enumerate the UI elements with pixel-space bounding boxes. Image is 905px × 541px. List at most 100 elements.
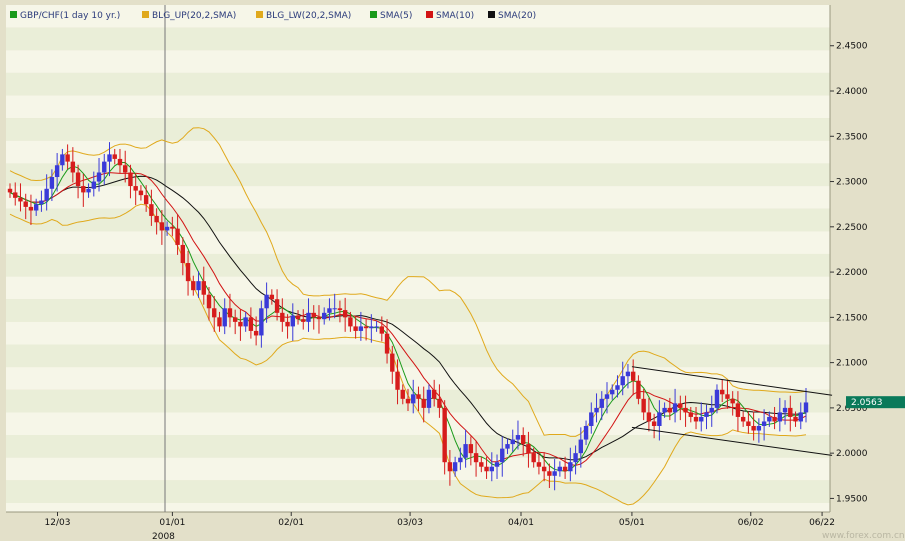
candle — [285, 314, 290, 339]
watermark: www.forex.com.cn — [822, 531, 905, 541]
legend-label: GBP/CHF(1 day 10 yr.) — [20, 11, 120, 21]
candle — [620, 361, 625, 396]
candle-body — [253, 330, 259, 336]
legend-swatch — [142, 11, 149, 18]
candle-body — [60, 154, 65, 166]
candle — [746, 411, 751, 434]
candle — [143, 185, 149, 212]
candle — [306, 298, 311, 332]
candle-body — [70, 161, 76, 173]
background-band — [6, 502, 830, 512]
candle-body — [259, 308, 264, 336]
background-band — [6, 457, 830, 481]
candle-body — [269, 294, 275, 300]
candle-body — [557, 466, 563, 472]
candle — [594, 393, 599, 423]
candle — [149, 189, 154, 226]
candle — [311, 305, 316, 330]
candle — [604, 382, 610, 414]
x-tick-label: 03/03 — [397, 518, 423, 528]
candle-body — [353, 326, 358, 331]
candle-body — [782, 407, 788, 413]
y-tick-label: 2.1000 — [836, 359, 868, 369]
candle-body — [316, 317, 322, 320]
candle — [86, 183, 91, 198]
x-tick-label: 04/01 — [508, 518, 534, 528]
candle — [70, 147, 76, 183]
candle-body — [75, 172, 81, 187]
candle-body — [39, 200, 44, 205]
candle — [191, 275, 196, 296]
candle — [295, 310, 301, 325]
candle-body — [175, 228, 180, 245]
candle — [395, 359, 400, 405]
candle — [264, 282, 269, 323]
candle-body — [301, 319, 306, 322]
candle-body — [243, 317, 248, 327]
candle — [740, 411, 746, 427]
candle — [327, 298, 332, 321]
candle-body — [657, 412, 662, 426]
candle-body — [91, 181, 96, 189]
candle-body — [248, 317, 254, 331]
candle — [217, 311, 222, 332]
candle-body — [604, 394, 610, 399]
background-band — [6, 276, 830, 300]
candle — [206, 287, 212, 321]
candle — [730, 391, 735, 416]
candle-body — [264, 294, 269, 309]
candle-body — [720, 389, 725, 395]
candle-body — [337, 308, 343, 311]
y-tick-label: 2.0000 — [836, 449, 868, 459]
candle — [400, 384, 405, 405]
candle-body — [699, 416, 704, 422]
legend-item: SMA(5) — [370, 11, 412, 21]
legend-label: BLG_LW(20,2,SMA) — [266, 11, 351, 21]
candle-body — [521, 435, 526, 445]
candle-body — [28, 206, 34, 211]
candle — [657, 400, 662, 441]
candle-body — [793, 416, 798, 422]
candle — [7, 183, 13, 198]
candle — [568, 447, 573, 482]
candle — [610, 384, 615, 400]
candle — [411, 379, 416, 414]
candle-body — [191, 281, 196, 291]
sma5-line — [9, 162, 807, 472]
candle — [322, 307, 327, 325]
candle-body — [369, 326, 374, 329]
candle — [714, 384, 720, 414]
candle — [159, 210, 165, 245]
candle — [578, 427, 584, 468]
candle-body — [86, 188, 91, 193]
candle — [33, 198, 39, 216]
background-band — [6, 321, 830, 345]
candle — [798, 402, 803, 430]
candle-body — [772, 416, 777, 422]
candle-body — [798, 412, 803, 422]
candle-body — [149, 204, 154, 216]
candle — [625, 363, 631, 389]
candle — [693, 406, 699, 430]
candle — [154, 208, 159, 235]
candle — [185, 250, 191, 296]
candle-body — [688, 412, 693, 417]
candle-body — [531, 453, 536, 463]
candle-body — [421, 398, 426, 408]
legend-swatch — [488, 11, 495, 18]
candle — [709, 395, 714, 427]
background-band — [6, 140, 830, 164]
candle-body — [379, 326, 385, 334]
candle — [117, 148, 123, 173]
candle-body — [547, 471, 552, 476]
candle — [44, 174, 49, 211]
candle-body — [170, 226, 175, 229]
candle-body — [803, 402, 809, 413]
background-band — [6, 480, 830, 503]
legend-item: SMA(20) — [488, 11, 536, 21]
candle-body — [515, 435, 521, 440]
candle-body — [159, 222, 165, 231]
candle — [489, 452, 494, 482]
x-tick-label: 12/03 — [45, 518, 71, 528]
background-band — [6, 50, 830, 73]
